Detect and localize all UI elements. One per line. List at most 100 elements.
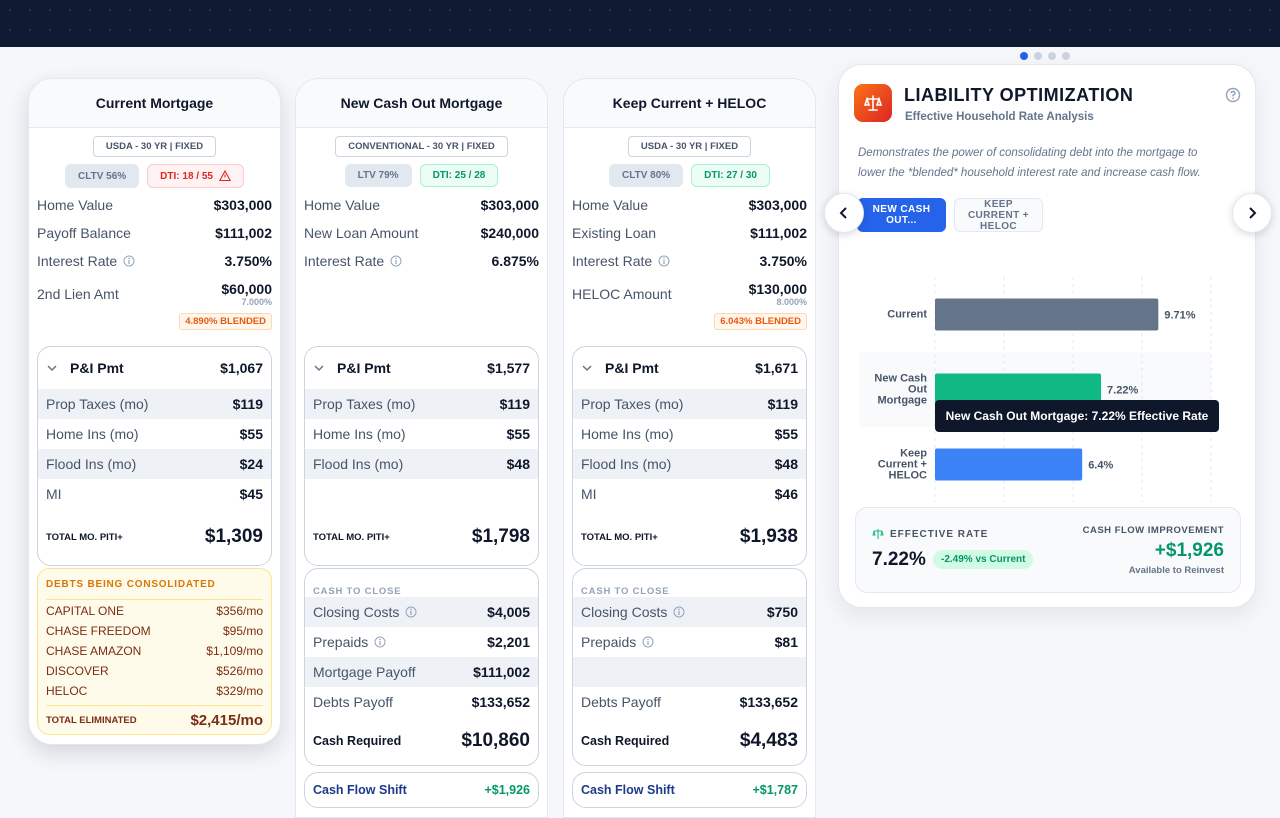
row-value: $303,000 xyxy=(748,197,807,213)
cash-to-close-box: CASH TO CLOSE Closing Costs $750 Prepaids $8… xyxy=(572,568,807,766)
row-value: +$1,926 xyxy=(484,783,530,797)
bar-value-label: 9.71% xyxy=(1164,310,1195,322)
row-label: Closing Costs xyxy=(313,604,400,620)
row-value: $119 xyxy=(232,396,263,412)
badge: DTI: 18 / 55 xyxy=(147,164,244,188)
chevron-icon xyxy=(582,365,592,372)
debt-name: HELOC xyxy=(46,684,88,698)
debt-name: CHASE AMAZON xyxy=(46,644,142,658)
row-value: $81 xyxy=(774,634,798,650)
row-label: Prepaids xyxy=(581,634,637,650)
scale-mini-icon xyxy=(872,529,884,539)
row-value: 6.875% xyxy=(491,253,539,269)
info-circle xyxy=(658,255,670,267)
row-value: $133,652 xyxy=(471,694,530,710)
row: Existing Loan $111,002 xyxy=(572,219,807,247)
cash-flow-box: Cash Flow Shift +$1,926 xyxy=(304,772,539,808)
warning-icon xyxy=(218,170,231,182)
row-label-wrap: Home Value xyxy=(37,197,113,213)
warning-triangle xyxy=(218,170,231,182)
row-label: HELOC Amount xyxy=(572,286,672,302)
carousel-dot[interactable] xyxy=(1062,52,1070,60)
row-label-wrap: P&I Pmt xyxy=(46,360,124,376)
top-bar xyxy=(0,0,1280,47)
row-value: $55 xyxy=(239,426,263,442)
row-label: Closing Costs xyxy=(581,604,668,620)
chevron-icon xyxy=(47,365,57,372)
row: Flood Ins (mo) $48 xyxy=(305,449,538,479)
row-label-wrap: New Loan Amount xyxy=(304,225,418,241)
cash-required-value: $4,483 xyxy=(739,730,798,751)
prev-button[interactable] xyxy=(824,193,864,233)
rate-label-wrap: EFFECTIVE RATE xyxy=(872,528,988,540)
empty-row xyxy=(305,479,538,509)
row-label-wrap: Payoff Balance xyxy=(37,225,131,241)
row-value: $240,000 xyxy=(480,225,539,241)
row: P&I Pmt $1,577 xyxy=(305,347,538,389)
tab[interactable]: NEW CASH OUT... xyxy=(857,198,946,232)
consolidated-total: TOTAL ELIMINATED $2,415/mo xyxy=(46,705,263,734)
chart-svg: 9.71% 7.22% 6.4% New Cash Out Mortgage: 7.2… xyxy=(859,277,1219,502)
row-label-wrap: Prop Taxes (mo) xyxy=(313,396,415,412)
cash-to-close-title: CASH TO CLOSE xyxy=(313,586,402,597)
row-value: $2,201 xyxy=(487,634,530,650)
info-circle xyxy=(374,636,386,648)
rate-label: EFFECTIVE RATE xyxy=(890,528,989,540)
prev-icon xyxy=(839,207,847,219)
total-value: $1,309 xyxy=(204,526,263,547)
tab[interactable]: KEEP CURRENT + HELOC xyxy=(954,198,1043,232)
row-value: $111,002 xyxy=(473,664,530,680)
row-label-wrap: Home Value xyxy=(572,197,648,213)
help-icon[interactable] xyxy=(1225,87,1241,103)
row-label: 2nd Lien Amt xyxy=(37,286,119,302)
row-label-wrap: Closing Costs xyxy=(313,604,417,620)
row-value: $48 xyxy=(774,456,798,472)
carousel-dot[interactable] xyxy=(1034,52,1042,60)
carousel-dot[interactable] xyxy=(1020,52,1028,60)
payment-box: P&I Pmt $1,067 Prop Taxes (mo) $119 Home Ins… xyxy=(37,346,272,566)
row-label-wrap: Interest Rate xyxy=(572,253,670,269)
row-label: Home Ins (mo) xyxy=(46,426,139,442)
chevron xyxy=(314,365,324,372)
panel-subtitle: Effective Household Rate Analysis xyxy=(905,111,1094,123)
row-label: Cash Flow Shift xyxy=(313,783,407,797)
badge: DTI: 25 / 28 xyxy=(419,164,499,187)
loan-type-wrap: CONVENTIONAL - 30 YR | FIXED xyxy=(304,136,539,157)
debt-item: CHASE FREEDOM $95/mo xyxy=(46,621,263,641)
row: Home Ins (mo) $55 xyxy=(305,419,538,449)
row: Prop Taxes (mo) $119 xyxy=(38,389,271,419)
badge-text: DTI: 25 / 28 xyxy=(432,170,486,181)
row-label-wrap: 2nd Lien Amt xyxy=(37,286,119,302)
row: Mortgage Payoff $111,002 xyxy=(305,657,538,687)
loan-type-pill: USDA - 30 YR | FIXED xyxy=(92,136,217,157)
scenario-card: Keep Current + HELOC USDA - 30 YR | FIXED… xyxy=(563,78,816,818)
row-label-wrap: HELOC Amount xyxy=(572,286,672,302)
row-label: Prepaids xyxy=(313,634,369,650)
details: Home Value $303,000 Payoff Balance $111,002… xyxy=(37,191,272,330)
row-label-wrap: Debts Payoff xyxy=(313,694,393,710)
row: Prop Taxes (mo) $119 xyxy=(573,389,806,419)
rate-delta: -2.49% vs Current xyxy=(933,550,1034,569)
row: Payoff Balance $111,002 xyxy=(37,219,272,247)
row-label: Home Value xyxy=(572,197,649,213)
row: Interest Rate 3.750% xyxy=(572,247,807,275)
row-label: Existing Loan xyxy=(572,225,657,241)
rate-value: 7.22% xyxy=(872,549,926,570)
row: Home Ins (mo) $55 xyxy=(38,419,271,449)
cash-required-label: Cash Required xyxy=(313,734,402,748)
row: HELOC Amount $130,000 8.000% xyxy=(572,275,807,313)
payment-box: P&I Pmt $1,577 Prop Taxes (mo) $119 Home Ins… xyxy=(304,346,539,566)
badge-text: DTI: 18 / 55 xyxy=(160,170,213,182)
carousel-dot[interactable] xyxy=(1048,52,1056,60)
debt-item: CHASE AMAZON $1,109/mo xyxy=(46,641,263,661)
next-button[interactable] xyxy=(1232,193,1272,233)
cash-required-row: Cash Required $10,860 xyxy=(305,717,538,765)
row-value: $60,000 7.000% xyxy=(221,281,272,307)
debt-item: DISCOVER $526/mo xyxy=(46,661,263,681)
total-value: $2,415/mo xyxy=(190,711,263,729)
row: P&I Pmt $1,671 xyxy=(573,347,806,389)
row-label-wrap: Cash Flow Shift xyxy=(313,783,407,797)
row-value: $45 xyxy=(239,486,263,502)
